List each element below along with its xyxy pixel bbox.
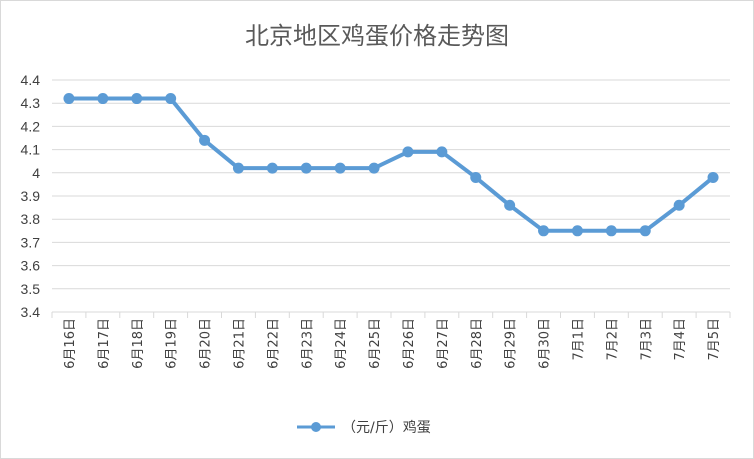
y-tick-label: 3.6 [21,258,41,274]
chart-title: 北京地区鸡蛋价格走势图 [245,22,509,50]
x-tick-label: 7月5日 [707,318,722,361]
legend-marker [311,422,321,432]
x-tick-label: 6月23日 [300,318,315,369]
x-tick-label: 6月16日 [63,318,78,369]
x-tick-label: 6月22日 [266,318,281,369]
data-point [402,146,414,158]
x-tick-label: 6月30日 [538,318,553,369]
data-point [470,171,482,183]
y-tick-label: 4.2 [21,118,41,134]
x-tick-label: 6月18日 [131,318,146,369]
data-point [334,162,346,174]
y-tick-label: 4.1 [21,142,41,158]
data-point [436,146,448,158]
data-point [639,225,651,237]
series-line [66,96,716,233]
y-tick-label: 3.9 [21,188,41,204]
data-point [232,162,244,174]
y-tick-label: 3.5 [21,281,41,297]
grid-layer [51,79,731,318]
x-tick-label: 7月2日 [605,318,620,361]
x-tick-label: 7月4日 [673,318,688,361]
x-tick-label: 6月27日 [436,318,451,369]
data-point [368,162,380,174]
data-point [673,199,685,211]
series-layer [63,93,719,237]
legend-label: （元/斤）鸡蛋 [342,419,431,436]
data-point [131,93,143,105]
x-tick-label: 6月17日 [97,318,112,369]
x-tick-label: 6月25日 [368,318,383,369]
data-point [504,199,516,211]
x-tick-label: 7月3日 [639,318,654,361]
y-tick-label: 3.4 [21,304,41,320]
data-point [300,162,312,174]
x-tick-label: 7月1日 [571,318,586,361]
x-tick-label: 6月21日 [232,318,247,369]
x-tick-label: 6月28日 [470,318,485,369]
data-point [165,93,177,105]
x-tick-labels: 6月16日 6月17日 6月18日 6月19日 6月20日 6月21日 6月22日 6月23日… [63,318,722,369]
data-point [63,93,75,105]
x-tick-label: 6月26日 [402,318,417,369]
y-tick-labels: 4.4 4.3 4.2 4.1 4 3.9 3.8 3.7 3.6 3.5 3.4 [21,72,41,320]
y-tick-label: 4.4 [21,72,41,88]
x-tick-label: 6月24日 [334,318,349,369]
legend: （元/斤）鸡蛋 [297,419,431,436]
data-point [266,162,278,174]
data-point [199,134,211,146]
y-tick-label: 3.7 [21,234,41,250]
y-tick-label: 3.8 [21,211,41,227]
x-tick-label: 6月20日 [199,318,214,369]
data-point [571,225,583,237]
data-point [707,171,719,183]
data-point [605,225,617,237]
y-tick-label: 4 [32,165,40,181]
y-tick-label: 4.3 [21,95,41,111]
data-point [97,93,109,105]
x-tick-label: 6月29日 [504,318,519,369]
data-point [538,225,550,237]
x-tick-label: 6月19日 [165,318,180,369]
